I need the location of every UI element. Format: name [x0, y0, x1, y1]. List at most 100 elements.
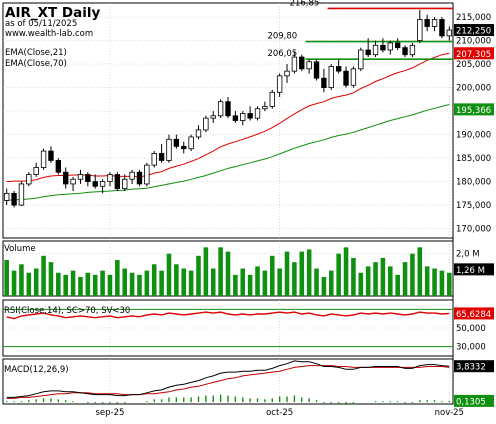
volume-bar — [388, 266, 393, 296]
price-tag-price-bg — [454, 24, 494, 37]
volume-bar — [210, 268, 216, 296]
candle-body — [232, 115, 239, 121]
volume-bar — [41, 255, 46, 296]
candle-body — [181, 145, 187, 150]
candle-body — [136, 171, 143, 185]
volume-bar — [11, 270, 17, 296]
volume-bar — [85, 272, 91, 296]
panel-frames — [2, 2, 454, 405]
volume-bar — [351, 257, 356, 296]
candle-body — [92, 181, 98, 187]
macd-tag-macd: 3,8332 — [456, 363, 486, 373]
macd-tag-macd-bg — [454, 360, 494, 373]
level-label: 216,85 — [290, 0, 320, 8]
candle-body — [70, 178, 76, 185]
x-tick-label: oct-25 — [266, 408, 293, 418]
macd-line — [6, 360, 450, 398]
volume-tag: 1,26 M — [456, 266, 485, 276]
candle-body — [350, 68, 357, 86]
volume-bar — [122, 268, 128, 296]
volume-bar — [314, 268, 319, 296]
volume-bar — [151, 264, 157, 296]
candle-body — [188, 136, 194, 150]
candle-body — [291, 56, 298, 72]
candle-body — [4, 192, 10, 201]
volume-bar — [373, 262, 378, 296]
chart-marks — [3, 7, 453, 405]
macd-title: MACD(12,26,9) — [4, 365, 69, 375]
volume-bar — [358, 272, 364, 296]
candle-body — [240, 113, 246, 121]
volume-bar — [70, 270, 76, 296]
volume-bar — [56, 272, 61, 296]
candle-body — [85, 174, 91, 183]
candle-body — [77, 174, 84, 180]
site-label: www.wealth-lab.com — [5, 29, 93, 39]
ema70-line — [6, 104, 450, 201]
volume-bar — [424, 266, 430, 296]
candle-body — [284, 70, 290, 77]
volume-bar — [166, 253, 172, 296]
candle-body — [328, 66, 334, 88]
volume-bar — [48, 262, 54, 296]
candle-body — [358, 49, 364, 70]
candle-body — [33, 167, 39, 175]
volume-bar — [336, 253, 341, 296]
candle-body — [424, 19, 430, 27]
price-tick-label: 200,000 — [456, 84, 491, 94]
volume-bar — [439, 270, 445, 296]
price-tick-label: 215,000 — [456, 13, 491, 23]
volume-bar — [247, 274, 253, 296]
candle-body — [299, 56, 305, 70]
price-tick-label: 180,000 — [456, 178, 491, 188]
candle-body — [158, 152, 165, 161]
volume-bar — [299, 251, 305, 296]
rsi-tick-label: 30,000 — [456, 343, 486, 353]
candle-body — [225, 101, 231, 117]
candle-body — [63, 171, 69, 185]
volume-bar — [129, 272, 135, 296]
candle-body — [107, 174, 113, 183]
rsi-tag: 65,6284 — [456, 310, 491, 320]
price-tick-label: 170,000 — [456, 225, 491, 235]
candle-body — [276, 75, 283, 93]
candle-body — [11, 192, 17, 206]
candle-body — [151, 152, 157, 166]
price-tick-label: 205,000 — [456, 60, 491, 70]
volume-bar — [115, 260, 120, 296]
volume-tag-bg — [454, 263, 494, 276]
legend-ema70: EMA(Close,70) — [5, 59, 67, 69]
candle-body — [262, 106, 268, 110]
candle-body — [247, 113, 253, 119]
candle-body — [431, 19, 438, 27]
volume-bar — [343, 247, 349, 296]
candle-body — [210, 115, 216, 119]
asof-label: as of 05/11/2025 — [5, 19, 77, 29]
volume-title: Volume — [4, 244, 36, 254]
macd-tag-hist: 0,1305 — [456, 397, 486, 407]
volume-bar — [255, 266, 260, 296]
volume-bar — [159, 270, 164, 296]
level-label: 206,05 — [267, 49, 297, 59]
x-tick-label: sep-25 — [95, 408, 124, 418]
volume-bar — [262, 270, 268, 296]
volume-bar — [188, 270, 194, 296]
candle-body — [439, 19, 445, 37]
candle-body — [402, 47, 408, 56]
volume-bar — [365, 266, 371, 296]
candle-body — [195, 129, 202, 138]
candle-body — [26, 174, 32, 185]
volume-bar — [402, 262, 408, 296]
rsi-tick-label: 50,000 — [456, 324, 486, 334]
volume-bar — [233, 274, 238, 296]
price-tag-price: 212,250 — [456, 27, 491, 37]
candle-body — [254, 108, 261, 119]
candle-body — [380, 44, 386, 51]
macd-tag-hist-bg — [454, 394, 494, 407]
volume-bar — [181, 268, 187, 296]
price-tag-ema21: 207,305 — [456, 50, 491, 60]
volume-bar — [432, 268, 437, 296]
candle-body — [409, 44, 416, 56]
